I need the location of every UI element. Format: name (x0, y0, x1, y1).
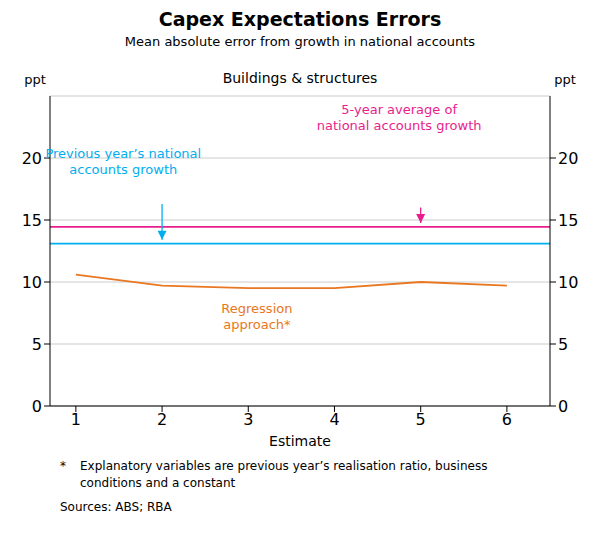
html-text:Mean absolute error from growt: Mean absolute error from growth in natio… (124, 34, 476, 49)
svg-text:6: 6 (502, 410, 512, 429)
svg-text:Regressionapproach*: Regressionapproach* (221, 301, 292, 332)
svg-text:Previous year’s nationalaccoun: Previous year’s nationalaccounts growth (45, 146, 201, 177)
html-text:ppt: ppt (554, 72, 576, 87)
html-text:ppt: ppt (24, 72, 46, 87)
html-text:Explanatory variables are prev: Explanatory variables are previous year’… (80, 459, 488, 490)
svg-text:1: 1 (71, 410, 81, 429)
svg-text:5: 5 (416, 410, 426, 429)
svg-text:2: 2 (157, 410, 167, 429)
svg-text:15: 15 (22, 211, 42, 230)
html-text:Buildings & structures: Buildings & structures (222, 70, 378, 86)
svg-text:5: 5 (558, 335, 568, 354)
svg-text:10: 10 (22, 273, 42, 292)
svg-text:5: 5 (32, 335, 42, 354)
svg-text:0: 0 (32, 397, 42, 416)
svg-text:3: 3 (243, 410, 253, 429)
svg-text:5-year average ofnational acco: 5-year average ofnational accounts growt… (317, 102, 482, 133)
html-text:Sources: ABS; RBA: Sources: ABS; RBA (60, 500, 172, 514)
svg-text:20: 20 (22, 149, 42, 168)
svg-text:Estimate: Estimate (269, 433, 331, 449)
svg-text:20: 20 (558, 149, 578, 168)
html-text:Capex Expectations Errors: Capex Expectations Errors (158, 8, 442, 30)
svg-text:15: 15 (558, 211, 578, 230)
svg-text:4: 4 (329, 410, 339, 429)
svg-text:10: 10 (558, 273, 578, 292)
svg-text:0: 0 (558, 397, 568, 416)
